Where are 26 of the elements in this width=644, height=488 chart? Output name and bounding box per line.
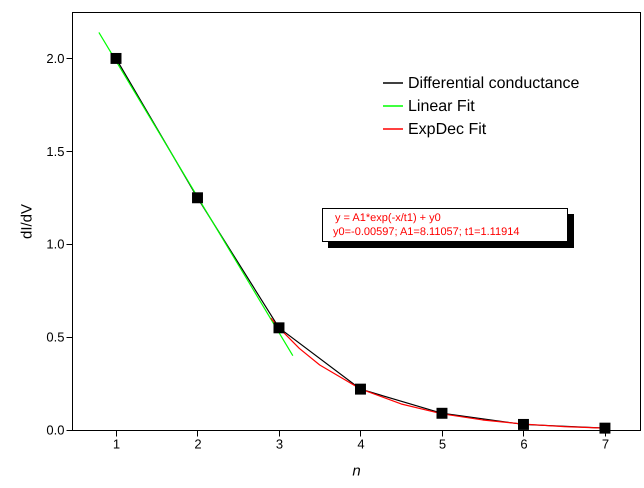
point	[192, 192, 203, 204]
point	[599, 422, 610, 434]
y-tick-label: 1.5	[46, 144, 64, 159]
x-axis-title: n	[352, 462, 361, 480]
legend-label: Differential conductance	[408, 75, 580, 92]
y-tick-label: 0.5	[46, 330, 64, 345]
y-tick-label: 0.0	[46, 422, 64, 438]
point	[274, 322, 284, 334]
legend-label: ExpDec Fit	[408, 121, 487, 138]
point	[518, 418, 529, 430]
x-tick-label: 6	[520, 436, 528, 452]
x-tick-label: 3	[276, 436, 284, 452]
x-tick-label: 1	[112, 436, 120, 452]
point	[110, 52, 122, 64]
point	[355, 384, 366, 395]
x-tick-label: 5	[438, 436, 446, 452]
x-tick-label: 2	[194, 436, 202, 452]
annotation: y = A1*exp(-x/t1) + y0	[335, 211, 442, 225]
x-tick-label: 4	[357, 436, 365, 452]
annotation: y0=-0.00597; A1=8.11057; t1=1.11914	[333, 225, 520, 239]
y-axis-title: dI/dV	[18, 204, 36, 240]
y-tick-label: 1.0	[46, 236, 64, 252]
legend-label: Linear Fit	[408, 98, 476, 115]
x-tick-label: 7	[602, 436, 610, 452]
point	[436, 408, 448, 419]
y-tick-label: 2.0	[46, 50, 64, 66]
